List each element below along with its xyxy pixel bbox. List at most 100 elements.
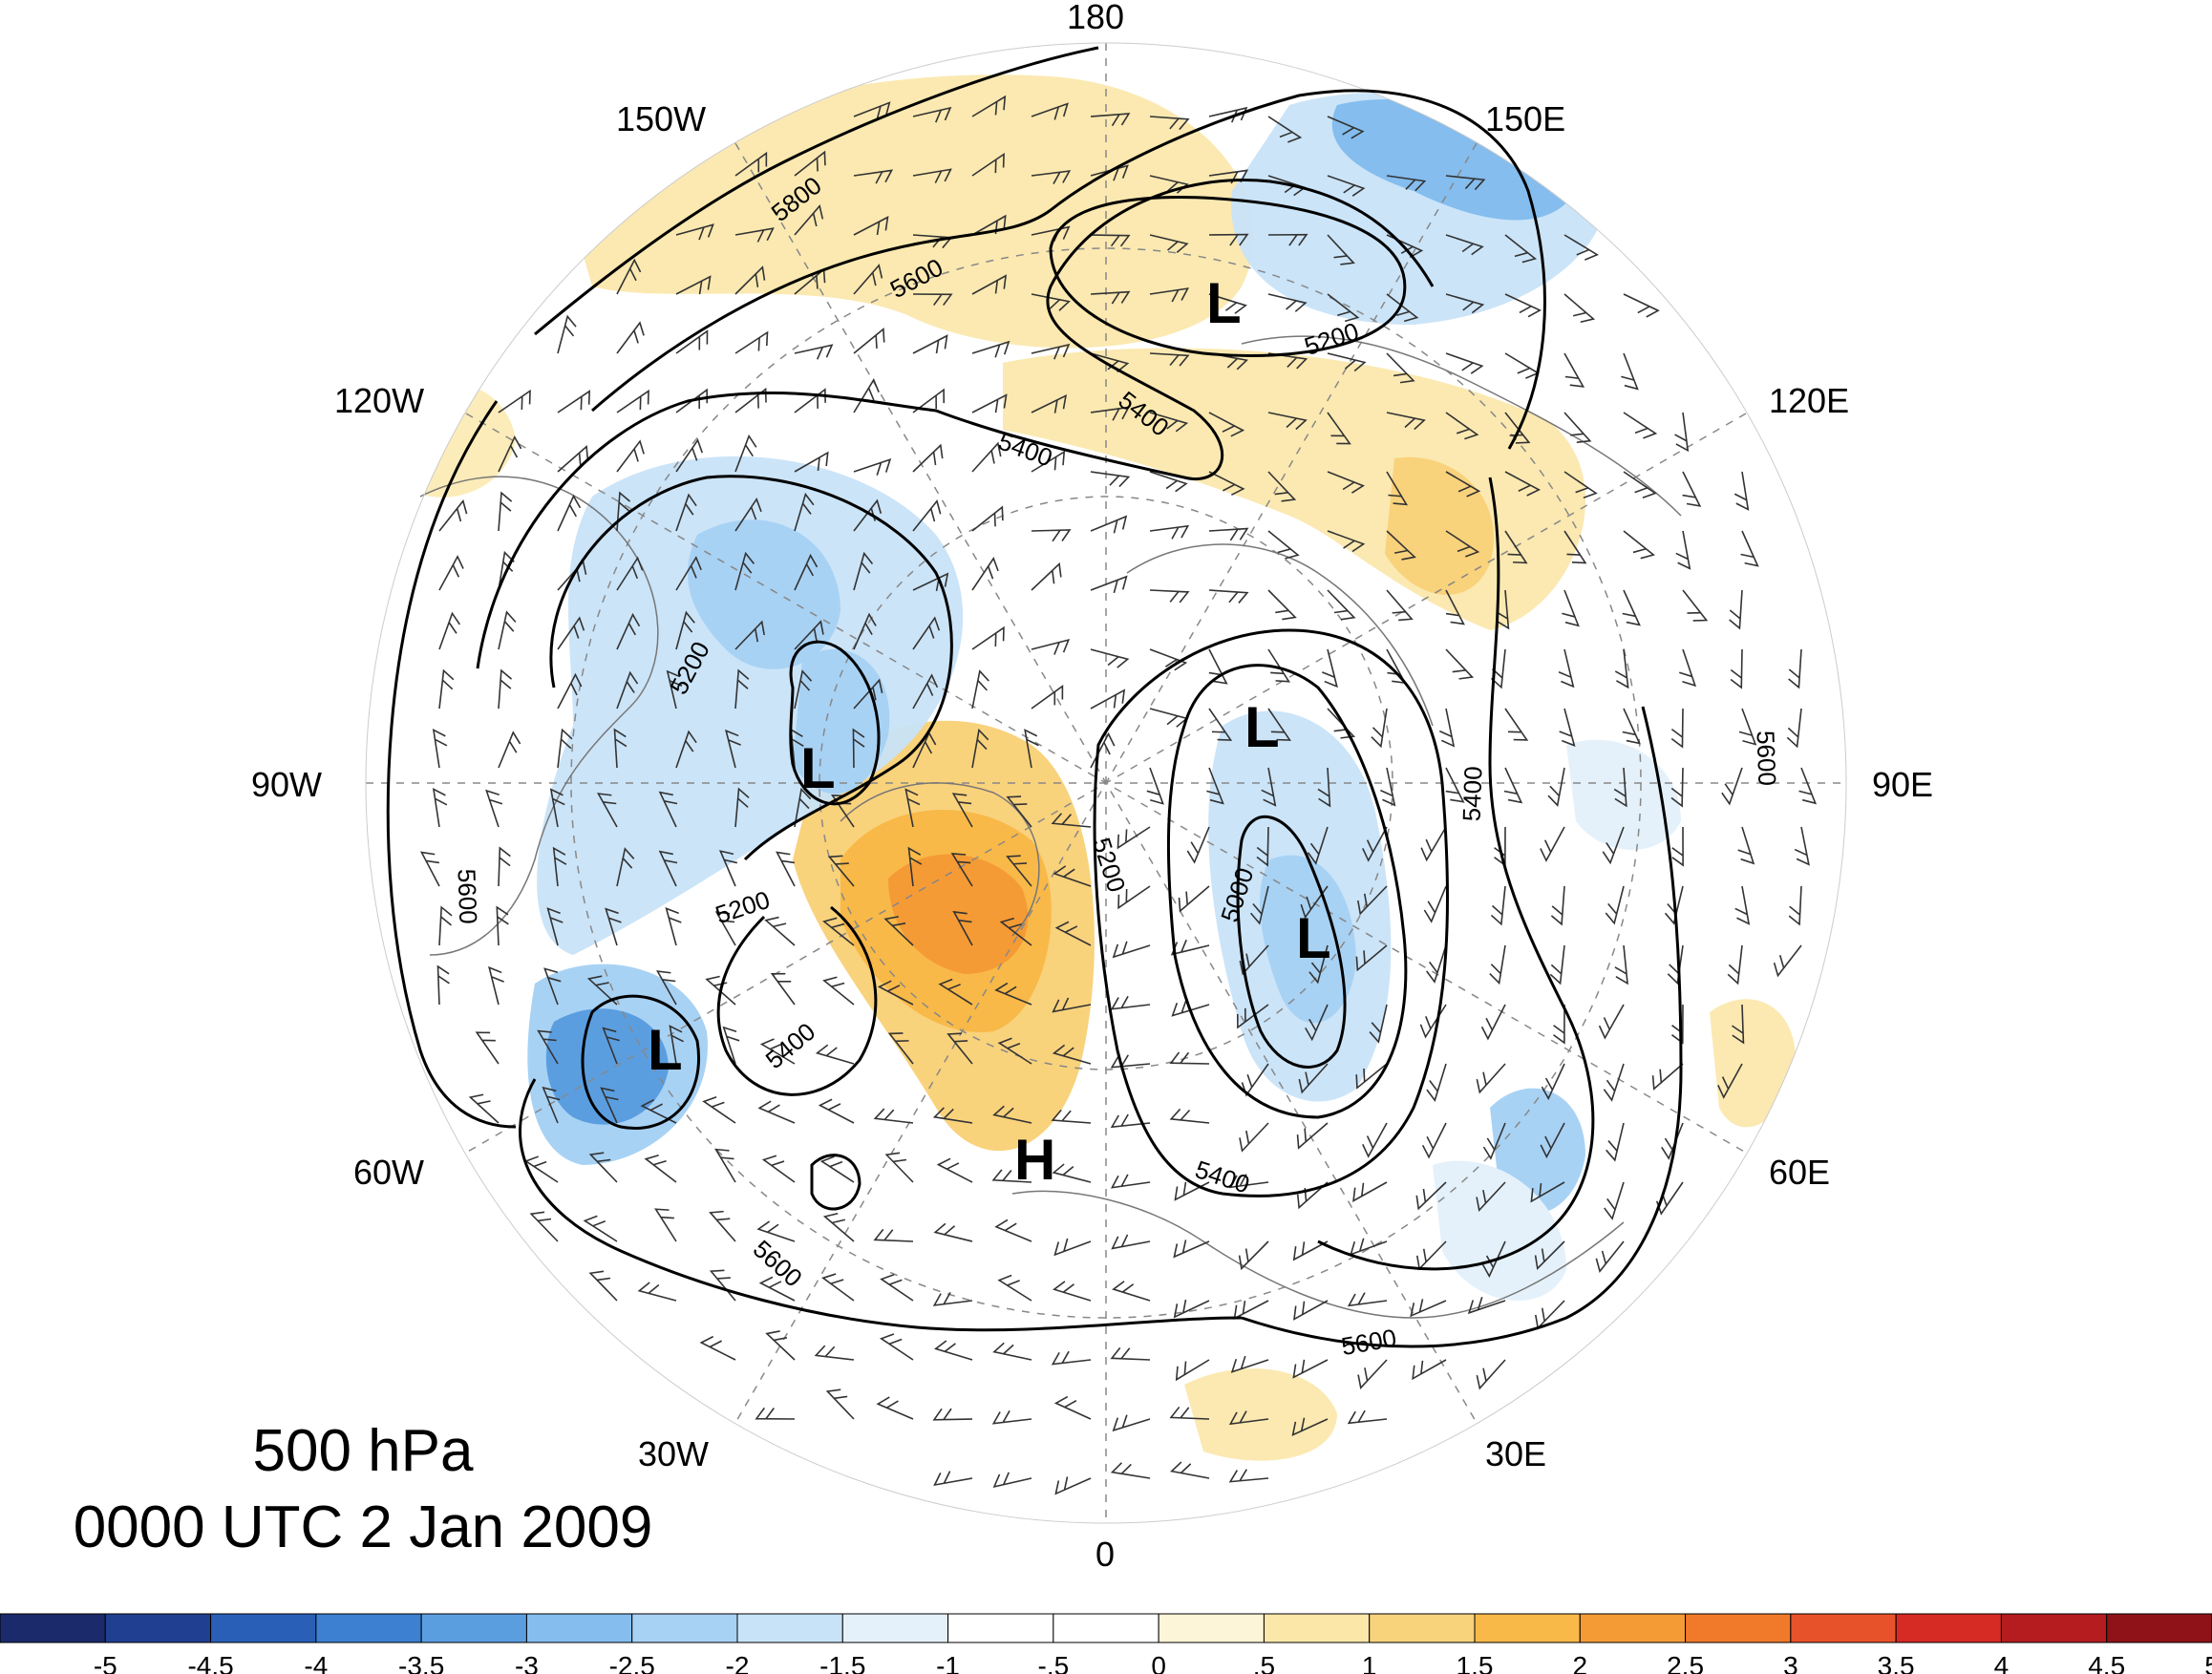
wind-barb bbox=[999, 917, 1032, 946]
wind-barb bbox=[1563, 412, 1592, 443]
wind-barb bbox=[1347, 1292, 1388, 1307]
wind-barb bbox=[758, 1276, 796, 1302]
wind-barb bbox=[1170, 939, 1210, 956]
contour-5400-southeast bbox=[1317, 477, 1595, 1271]
wind-barb bbox=[1426, 944, 1447, 984]
colorbar-swatch bbox=[841, 1613, 949, 1643]
wind-barb bbox=[596, 793, 618, 828]
low-center-marker: L bbox=[800, 736, 836, 800]
wind-barb bbox=[714, 1148, 736, 1183]
colorbar-tick-label: -4.5 bbox=[187, 1651, 233, 1674]
wind-barb bbox=[912, 106, 952, 123]
wind-barb bbox=[1445, 471, 1481, 498]
pressure-centers: L L L L L H bbox=[648, 271, 1331, 1192]
wind-barb bbox=[1798, 767, 1818, 805]
high-center-marker: H bbox=[1014, 1128, 1055, 1192]
wind-barb bbox=[640, 1098, 677, 1124]
wind-barb bbox=[432, 788, 448, 828]
wind-barb bbox=[1504, 471, 1542, 497]
wind-barb bbox=[1054, 1476, 1092, 1495]
wind-barb bbox=[725, 729, 741, 769]
wind-barb bbox=[932, 1107, 973, 1124]
wind-barb bbox=[794, 669, 813, 710]
wind-barb bbox=[1558, 648, 1575, 689]
wind-barb bbox=[1445, 352, 1484, 374]
wind-barb bbox=[1721, 767, 1743, 806]
wind-barb bbox=[1178, 885, 1210, 913]
wind-barb bbox=[498, 389, 531, 413]
wind-barb bbox=[873, 1108, 914, 1124]
colorbar-tick-label: -2.5 bbox=[609, 1651, 655, 1674]
longitude-label-60w: 60W bbox=[353, 1153, 424, 1192]
wind-barb bbox=[884, 1152, 914, 1183]
wind-barb bbox=[819, 1155, 855, 1183]
wind-barb bbox=[912, 293, 953, 307]
wind-barb bbox=[675, 275, 712, 295]
wind-barb bbox=[1371, 708, 1388, 749]
wind-barb bbox=[1110, 1346, 1151, 1361]
longitude-label-120e: 120E bbox=[1769, 381, 1849, 420]
wind-barb bbox=[1553, 1004, 1565, 1045]
wind-barb bbox=[853, 458, 892, 477]
colorbar-swatch bbox=[631, 1613, 738, 1643]
colorbar-swatch bbox=[736, 1613, 843, 1643]
wind-barb bbox=[734, 265, 766, 295]
wind-barb bbox=[1267, 116, 1303, 143]
wind-barb bbox=[675, 730, 697, 769]
wind-barb bbox=[438, 905, 453, 946]
wind-barb bbox=[1623, 530, 1655, 560]
colorbar-swatch bbox=[525, 1613, 633, 1643]
wind-barb bbox=[498, 846, 511, 887]
wind-barb bbox=[794, 787, 812, 828]
wind-barb bbox=[876, 1396, 914, 1420]
wind-barb bbox=[734, 151, 768, 177]
wind-barb bbox=[419, 851, 440, 887]
anomaly-shading bbox=[382, 74, 1796, 1461]
wind-barb bbox=[822, 1212, 855, 1242]
contour-5400-central bbox=[1093, 628, 1450, 1197]
wind-barb bbox=[722, 1026, 740, 1065]
contour-5200-east bbox=[1049, 196, 1407, 357]
wind-barb bbox=[815, 1044, 855, 1065]
colorbar-tick-label: -4 bbox=[304, 1651, 328, 1674]
wind-barb bbox=[1445, 589, 1465, 625]
wind-barb bbox=[1352, 1181, 1388, 1202]
wind-barb bbox=[438, 498, 468, 532]
wind-barb bbox=[1111, 1234, 1151, 1250]
wind-barb bbox=[1228, 1469, 1269, 1483]
colorbar-swatch bbox=[1790, 1613, 1897, 1643]
wind-barb bbox=[468, 1093, 500, 1124]
wind-barb bbox=[821, 1273, 855, 1302]
wind-barb bbox=[1410, 1299, 1447, 1318]
warm-anomaly-area bbox=[1184, 1368, 1337, 1461]
longitude-label-30e: 30E bbox=[1485, 1434, 1546, 1473]
wind-barb bbox=[699, 1335, 736, 1361]
wind-barb bbox=[822, 976, 855, 1006]
cold-anomaly-area bbox=[793, 648, 890, 795]
wind-barb bbox=[734, 551, 755, 591]
wind-barb bbox=[1322, 648, 1338, 689]
wind-barb bbox=[488, 965, 504, 1006]
wind-barb bbox=[1386, 412, 1426, 431]
wind-barb bbox=[1305, 1004, 1329, 1042]
wind-barb bbox=[1671, 826, 1684, 867]
wind-barb bbox=[588, 1270, 618, 1302]
wind-barb bbox=[675, 556, 702, 591]
wind-barb bbox=[1445, 530, 1480, 558]
wind-barb bbox=[616, 556, 644, 591]
colorbar-tick-label: -3 bbox=[515, 1651, 539, 1674]
wind-barb bbox=[1675, 530, 1691, 570]
level-caption: 500 hPa bbox=[253, 1418, 475, 1484]
wind-barb bbox=[991, 1169, 1032, 1183]
wind-barb bbox=[1788, 885, 1802, 926]
wind-barb bbox=[1327, 471, 1365, 494]
wind-barb bbox=[546, 907, 564, 946]
wind-barb bbox=[637, 1282, 677, 1302]
wind-barb bbox=[665, 907, 682, 946]
longitude-label-180: 180 bbox=[1067, 0, 1124, 36]
wind-barb bbox=[1421, 1122, 1447, 1159]
wind-barb bbox=[557, 728, 573, 769]
wind-barb bbox=[1208, 527, 1249, 541]
wind-barb bbox=[583, 1215, 618, 1242]
colorbar-swatch bbox=[1685, 1613, 1792, 1643]
